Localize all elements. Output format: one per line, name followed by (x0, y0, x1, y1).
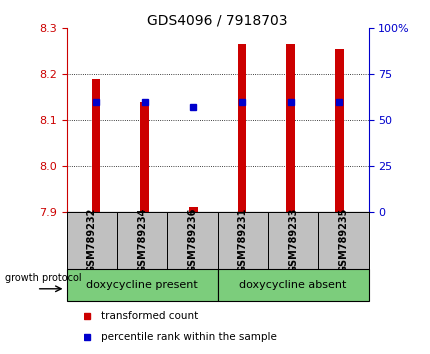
Bar (67, 212, 117, 269)
Bar (217, 212, 267, 269)
Bar (334, 49, 343, 212)
Bar (167, 212, 217, 269)
Text: growth protocol: growth protocol (5, 273, 82, 283)
Bar (267, 212, 317, 269)
Bar (92, 79, 100, 212)
Bar (286, 45, 295, 212)
Bar (140, 102, 149, 212)
Text: GSM789233: GSM789233 (287, 208, 298, 273)
Bar (188, 207, 197, 212)
Text: GSM789234: GSM789234 (137, 208, 147, 273)
Text: GSM789232: GSM789232 (87, 208, 97, 273)
Title: GDS4096 / 7918703: GDS4096 / 7918703 (147, 13, 287, 27)
Bar (217, 269, 368, 301)
Text: GSM789231: GSM789231 (237, 208, 247, 273)
Text: doxycycline present: doxycycline present (86, 280, 198, 290)
Bar (67, 269, 217, 301)
Bar (237, 45, 246, 212)
Text: transformed count: transformed count (101, 311, 198, 321)
Bar (117, 212, 167, 269)
Text: percentile rank within the sample: percentile rank within the sample (101, 332, 276, 342)
Text: GSM789235: GSM789235 (338, 208, 347, 273)
Bar (317, 212, 368, 269)
Text: GSM789236: GSM789236 (187, 208, 197, 273)
Text: doxycycline absent: doxycycline absent (239, 280, 346, 290)
